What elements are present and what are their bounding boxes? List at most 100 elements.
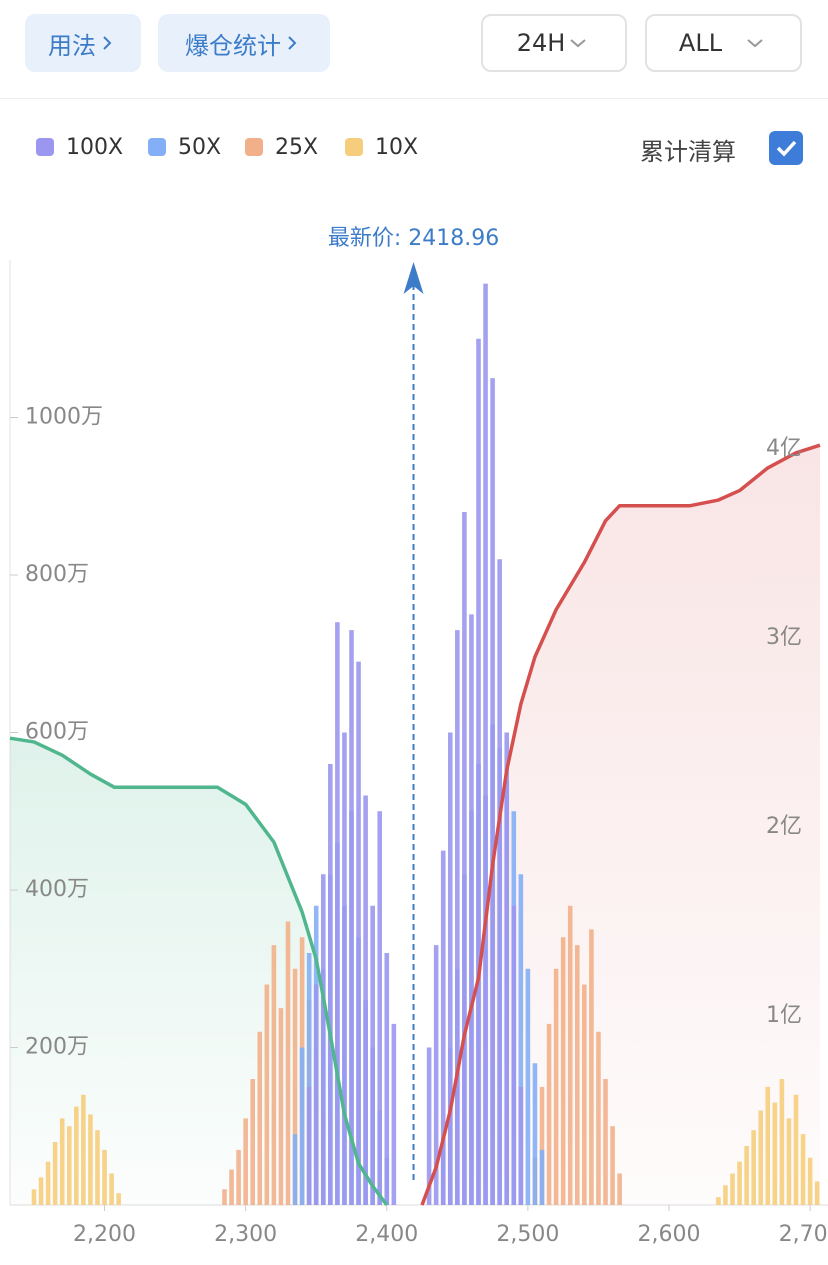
stats-link[interactable]: 爆仓统计	[158, 14, 330, 72]
bar	[765, 1086, 771, 1205]
bar	[356, 661, 361, 1205]
bar	[363, 1000, 368, 1205]
bar	[793, 1094, 799, 1205]
x-tick-label: 2,500	[496, 1222, 559, 1247]
bar	[560, 937, 566, 1205]
bar	[299, 937, 305, 1205]
bar	[313, 1047, 319, 1205]
bar	[292, 968, 298, 1205]
bar	[81, 1094, 86, 1205]
bar	[45, 1161, 51, 1205]
toggle-label: 累计清算	[640, 138, 736, 166]
bar	[518, 1086, 524, 1205]
link-text: 爆仓统计	[185, 31, 281, 60]
bar	[271, 945, 277, 1205]
bar	[582, 984, 587, 1205]
y2-tick-label: 4亿	[766, 436, 802, 461]
bar	[236, 1149, 241, 1205]
bar	[320, 968, 326, 1205]
toggle-checkbox[interactable]	[769, 131, 803, 165]
bar	[596, 1031, 601, 1205]
bar	[814, 1181, 820, 1205]
bar	[539, 1086, 545, 1205]
bar	[285, 921, 291, 1205]
legend-label: 100X	[66, 135, 123, 160]
link-text: 用法	[48, 31, 96, 60]
legend-swatch	[148, 138, 166, 156]
bar	[306, 1086, 312, 1205]
bar	[229, 1169, 234, 1205]
bar	[574, 945, 580, 1205]
bar	[758, 1110, 764, 1205]
bar	[716, 1197, 721, 1205]
chevron	[103, 36, 112, 50]
bar	[497, 748, 502, 1205]
bar	[469, 811, 474, 1205]
bar	[447, 732, 453, 1205]
period-select[interactable]: 24H	[481, 14, 627, 72]
bar	[74, 1106, 79, 1205]
select-text: 24H	[516, 29, 566, 57]
bar	[447, 1047, 453, 1205]
bar	[313, 984, 319, 1205]
legend-label: 50X	[178, 135, 221, 160]
bar	[546, 1023, 552, 1205]
bar	[66, 1126, 72, 1205]
legend-swatch	[345, 138, 363, 156]
bar	[363, 795, 368, 1205]
bar	[525, 968, 531, 1205]
bar	[455, 630, 460, 1205]
check	[776, 140, 797, 157]
x-tick-label: 2,300	[214, 1222, 277, 1247]
select-text: ALL	[678, 29, 723, 57]
bar	[511, 905, 517, 1205]
bar	[807, 1157, 813, 1205]
caret	[747, 39, 763, 48]
bar	[730, 1173, 735, 1205]
bar	[532, 1157, 538, 1205]
bar	[370, 905, 375, 1205]
bar	[116, 1193, 121, 1205]
bar	[31, 1189, 37, 1205]
y2-tick-label: 3亿	[766, 625, 802, 650]
cumulative-line	[9, 736, 389, 1207]
bar	[744, 1145, 749, 1205]
y-tick-label: 200万	[25, 1035, 89, 1060]
bar	[772, 1102, 778, 1205]
exchange-select[interactable]: ALL	[645, 14, 802, 72]
bar	[603, 1079, 608, 1205]
x-tick-label: 2,600	[638, 1222, 701, 1247]
legend-label: 10X	[375, 135, 418, 160]
bar	[504, 732, 510, 1205]
bar	[59, 1118, 65, 1205]
y-tick-label: 1000万	[25, 405, 103, 430]
bar	[109, 1173, 114, 1205]
bar	[610, 1126, 615, 1205]
divider	[0, 98, 828, 99]
bar	[264, 984, 270, 1205]
bar	[335, 622, 340, 1205]
bar	[589, 929, 594, 1205]
price-arrow	[403, 262, 424, 294]
bar	[476, 764, 481, 1205]
y2-tick-label: 2亿	[766, 814, 802, 839]
bar	[292, 1134, 298, 1205]
bar	[483, 795, 488, 1205]
bar	[553, 968, 559, 1205]
y-tick-label: 400万	[25, 877, 89, 902]
bar	[257, 1031, 263, 1205]
bar	[518, 874, 524, 1205]
bar	[384, 953, 390, 1205]
usage-link[interactable]: 用法	[25, 14, 141, 72]
bar	[328, 764, 333, 1205]
bar	[786, 1118, 792, 1205]
bar	[440, 1142, 446, 1205]
bar	[306, 953, 312, 1205]
bar	[349, 630, 354, 1205]
bar	[342, 732, 347, 1205]
y2-tick-label: 1亿	[766, 1003, 802, 1028]
x-tick-label: 2,700	[779, 1222, 828, 1247]
bar	[299, 1047, 305, 1205]
bar	[243, 1118, 248, 1205]
bar	[377, 811, 383, 1205]
